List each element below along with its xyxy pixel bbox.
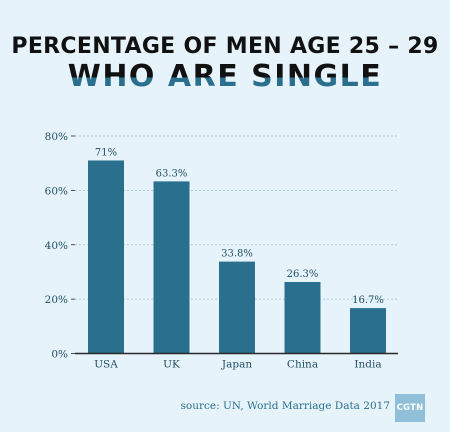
x-category-label: Japan [221,359,252,371]
y-tick-label: 60% [45,185,68,197]
chart-title-line1: PERCENTAGE OF MEN AGE 25 – 29 [11,34,439,59]
bar [88,160,124,354]
chart-title-line2: WHO ARE SINGLE [0,59,450,95]
bar-value-label: 26.3% [287,269,319,280]
x-category-label: India [354,359,381,371]
bar-value-label: 16.7% [352,295,384,306]
bar [153,181,190,354]
cgtn-logo: CGTN [395,394,425,422]
x-category-label: UK [163,359,180,371]
y-tick-label: 40% [45,240,68,252]
chart-title-line2-text: WHO ARE SINGLE [67,59,383,94]
bar [219,261,255,354]
source-note: source: UN, World Marriage Data 2017 [180,400,391,412]
bar-value-label: 71% [95,147,117,158]
bar-value-label: 33.8% [221,249,253,260]
y-tick-label: 80% [45,131,68,143]
x-category-label: China [287,359,318,371]
y-tick-label: 20% [45,294,68,306]
y-tick-label: 0% [51,349,68,361]
bar-value-label: 63.3% [156,168,188,179]
bar [284,281,321,354]
bar [350,308,386,354]
x-category-label: USA [94,359,118,371]
